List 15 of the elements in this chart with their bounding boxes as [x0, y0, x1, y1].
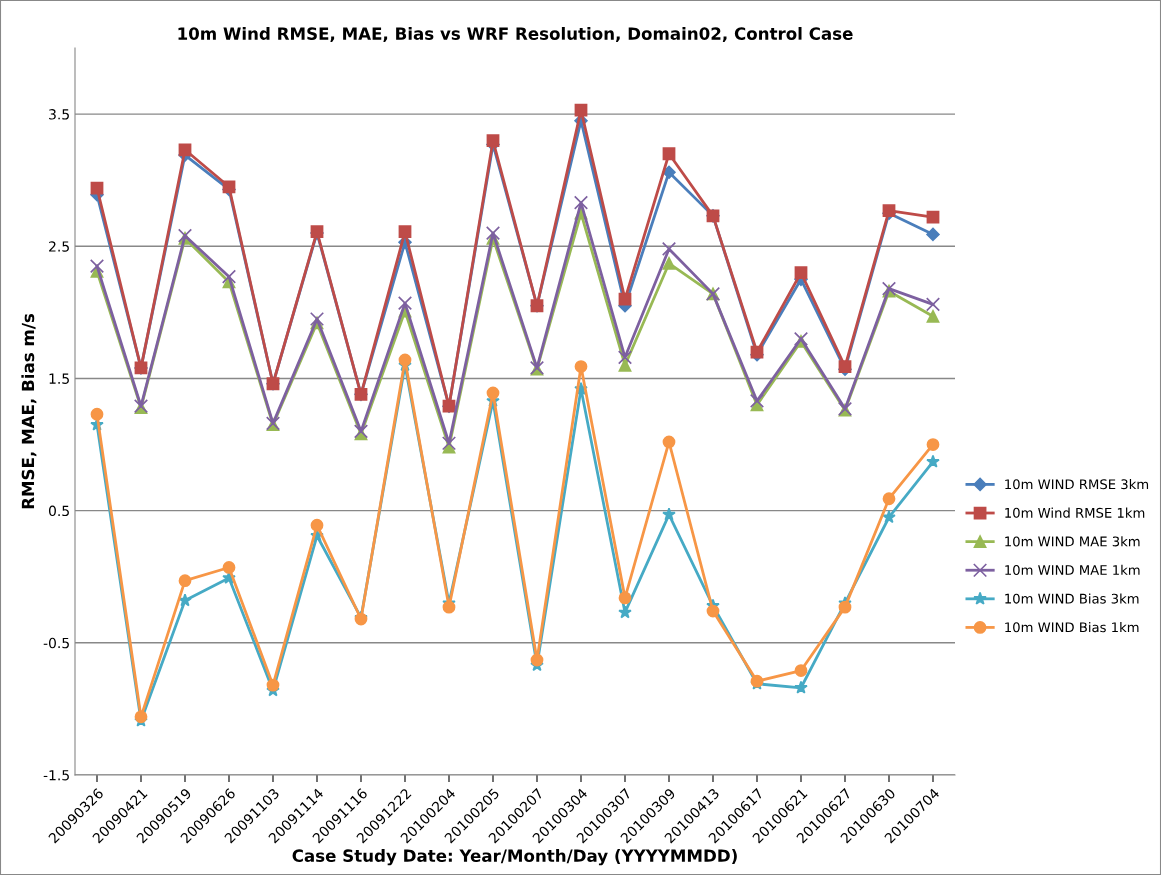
y-tick-label: 1.5	[49, 373, 69, 384]
y-tick-label: -0.5	[43, 637, 69, 649]
chart-title: 10m Wind RMSE, MAE, Bias vs WRF Resolution, Domain02, Control Case	[178, 27, 853, 43]
legend-label: 10m WIND Bias 1km	[1005, 622, 1139, 633]
y-tick-label: -1.5	[43, 770, 69, 781]
legend-label: 10m WIND RMSE 3km	[1005, 479, 1149, 490]
legend-label: 10m WIND MAE 1km	[1005, 564, 1140, 576]
y-tick-label: 3.5	[49, 109, 69, 120]
legend-label: 10m WIND MAE 3km	[1005, 536, 1140, 547]
x-axis-title: Case Study Date: Year/Month/Day (YYYYMMDD)	[292, 849, 737, 866]
legend-label: 10m Wind RMSE 1km	[1005, 507, 1145, 518]
legend-label: 10m WIND Bias 3km	[1005, 593, 1139, 604]
y-axis-title: RMSE, MAE, Bias m/s	[21, 313, 37, 509]
y-tick-label: 2.5	[49, 241, 69, 252]
y-tick-label: 0.5	[48, 505, 69, 517]
